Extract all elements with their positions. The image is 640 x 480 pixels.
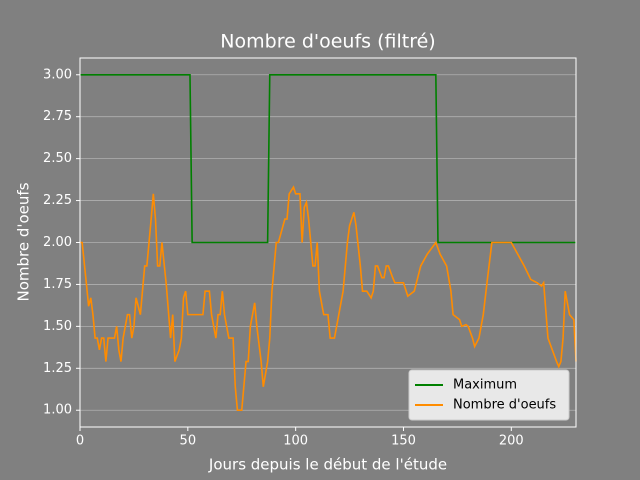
- plot-frame: [79, 57, 577, 428]
- y-tick-label: 1.75: [43, 277, 72, 292]
- y-tick-label: 1.25: [43, 361, 72, 376]
- y-tick-label: 1.00: [43, 403, 72, 418]
- x-tick-label: 0: [76, 434, 84, 449]
- x-tick-label: 150: [391, 434, 416, 449]
- legend-label: Maximum: [453, 378, 517, 393]
- x-tick-label: 200: [499, 434, 524, 449]
- y-tick-label: 1.50: [43, 319, 72, 334]
- x-tick-label: 50: [180, 434, 197, 449]
- line-series: [80, 185, 577, 412]
- y-axis-label: Nombre d'oeufs: [15, 182, 33, 301]
- legend-label: Nombre d'oeufs: [453, 398, 556, 413]
- y-tick-label: 2.00: [43, 235, 72, 250]
- y-tick-label: 2.25: [43, 193, 72, 208]
- line-series: [80, 73, 576, 244]
- legend: Maximum Nombre d'oeufs: [408, 369, 570, 421]
- x-tick-label: 100: [283, 434, 308, 449]
- x-axis-label: Jours depuis le début de l'étude: [208, 456, 447, 474]
- y-tick-label: 3.00: [43, 67, 72, 82]
- y-tick-label: 2.75: [43, 109, 72, 124]
- chart-title: Nombre d'oeufs (filtré): [220, 31, 435, 53]
- y-tick-label: 2.50: [43, 151, 72, 166]
- legend-box: [408, 369, 570, 421]
